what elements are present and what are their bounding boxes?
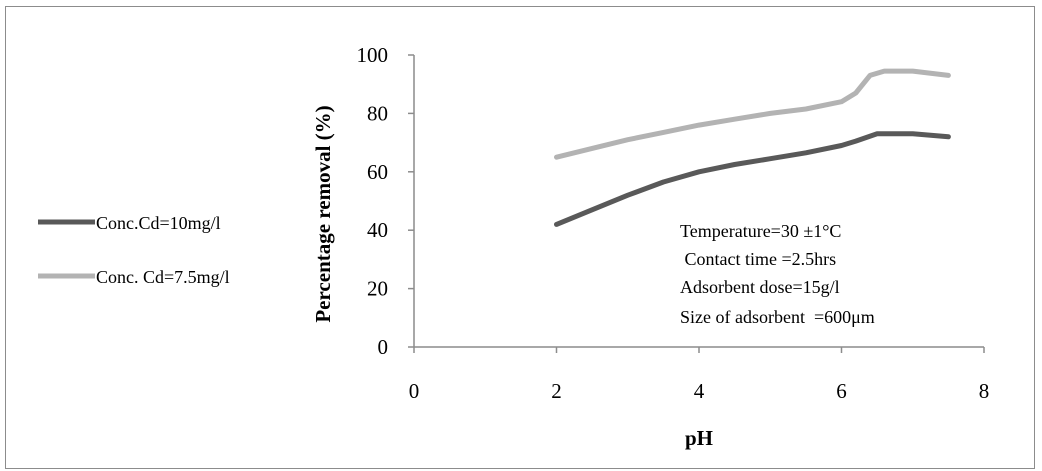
y-tick-label: 40 — [367, 218, 388, 242]
y-axis-title: Percentage removal (%) — [311, 105, 335, 322]
y-tick-label: 60 — [367, 160, 388, 184]
x-tick-label: 8 — [979, 379, 990, 403]
x-tick-label: 0 — [409, 379, 420, 403]
legend-label-series-2: Conc. Cd=7.5mg/l — [96, 267, 230, 287]
annotation-adsorbent-dose: Adsorbent dose=15g/l — [680, 277, 840, 297]
annotation-temperature: Temperature=30 ±1°C — [680, 221, 841, 241]
annotation-box: Temperature=30 ±1°C Contact time =2.5hrs… — [680, 221, 875, 327]
x-tick-label: 6 — [836, 379, 847, 403]
y-tick-label: 100 — [357, 43, 389, 67]
series-line-2 — [554, 68, 951, 160]
legend-label-series-1: Conc.Cd=10mg/l — [96, 213, 221, 233]
series-layer — [554, 68, 951, 227]
series-line-1 — [554, 131, 951, 227]
annotation-adsorbent-size: Size of adsorbent =600μm — [680, 307, 875, 327]
legend: Conc.Cd=10mg/l Conc. Cd=7.5mg/l — [38, 213, 230, 287]
axes — [413, 55, 984, 348]
y-tick-label: 0 — [378, 335, 389, 359]
y-tick-label: 80 — [367, 101, 388, 125]
annotation-contact-time: Contact time =2.5hrs — [680, 249, 836, 269]
y-tick-label: 20 — [367, 277, 388, 301]
x-tick-label: 4 — [694, 379, 705, 403]
x-axis-title: pH — [685, 426, 713, 450]
x-tick-label: 2 — [551, 379, 562, 403]
